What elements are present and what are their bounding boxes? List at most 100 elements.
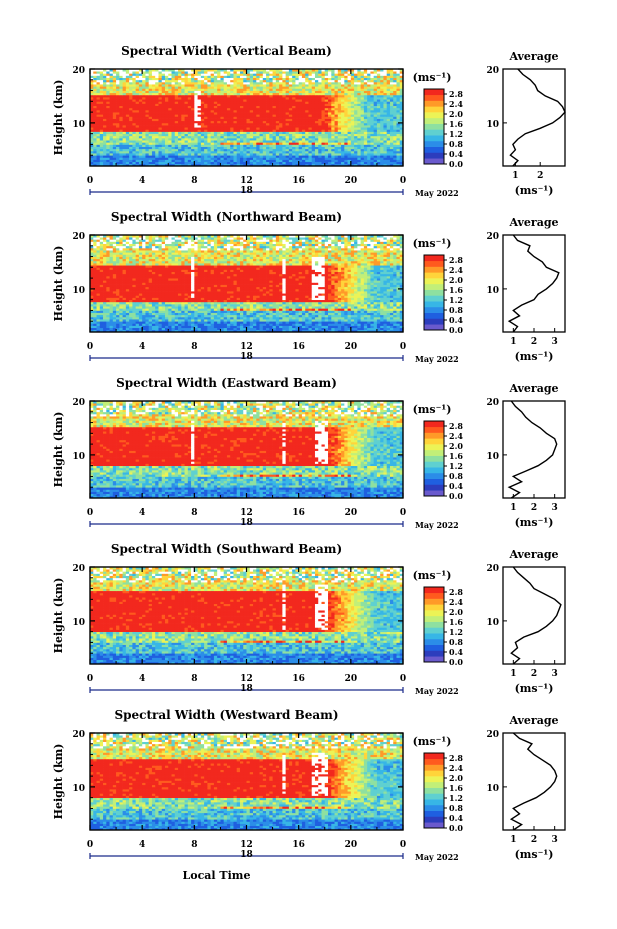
heatmap-cell [253,321,257,324]
heatmap-cell [259,140,264,143]
heatmap-cell [217,81,221,85]
heatmap-cell [262,131,267,135]
heatmap-cell [151,69,156,72]
heatmap-cell [161,86,166,89]
heatmap-cell [337,159,342,163]
heatmap-cell [243,127,247,130]
heatmap-cell [370,90,375,94]
heatmap-cell [217,118,221,122]
average-profile-line [509,68,566,167]
heatmap-cell [96,84,101,87]
heatmap-cell [311,101,316,104]
heatmap-cell [187,75,192,78]
heatmap-cell [350,103,355,106]
heatmap-cell [370,323,375,326]
heatmap-cell [145,79,150,83]
heatmap-cell [305,321,309,324]
heatmap-cell [243,94,247,98]
heatmap-cell [132,75,136,78]
heatmap-cell [272,90,277,94]
heatmap-cell [233,99,238,102]
heatmap-cell [197,140,202,143]
heatmap-cell [164,73,169,76]
heatmap-cell [93,133,97,137]
heatmap-cell [380,81,384,85]
heatmap-cell [298,69,303,72]
heatmap-cell [99,140,104,143]
heatmap-cell [106,103,110,106]
heatmap-cell [367,133,371,137]
heatmap-cell [380,73,384,76]
heatmap-cell [246,90,251,94]
heatmap-cell [112,109,117,113]
heatmap-cell [269,129,273,132]
heatmap-cell [298,148,303,152]
heatmap-cell [138,105,143,109]
heatmap-cell [328,133,332,137]
heatmap-cell [386,125,391,128]
heatmap-cell [171,112,176,115]
heatmap-cell [321,79,326,83]
heatmap-cell [376,90,381,94]
date-day: 18 [240,186,253,196]
heatmap-cell [210,103,215,106]
heatmap-cell [354,90,358,94]
heatmap-cell [142,101,146,104]
heatmap-cell [171,84,176,87]
heatmap-cell [344,133,348,137]
heatmap-cell [158,153,163,156]
heatmap-cell [363,150,368,154]
heatmap-cell [116,127,120,130]
heatmap-cell [93,125,97,128]
heatmap-cell [350,157,355,160]
heatmap-cell [334,101,339,104]
heatmap-cell [285,150,290,154]
heatmap-cell [360,103,365,106]
heatmap-cell [230,103,234,106]
heatmap-cell [292,116,296,119]
heatmap-cell [99,129,104,132]
heatmap-cell [262,99,267,102]
heatmap-cell [259,86,264,89]
panel-2: Spectral Width (Northward Beam)1020Heigh… [52,210,566,364]
heatmap-cell [181,107,185,111]
heatmap-cell [386,323,391,326]
heatmap-cell [220,131,225,135]
heatmap-cell [178,99,182,102]
heatmap-cell [253,118,257,122]
heatmap-cell [142,142,146,145]
heatmap-cell [135,120,140,124]
heatmap-cell [360,150,365,154]
heatmap-cell [386,69,391,72]
heatmap-cell [399,329,404,333]
heatmap-cell [282,88,286,91]
heatmap-cell [363,321,368,324]
heatmap-cell [223,101,228,104]
heatmap-cell [106,135,110,139]
heatmap-cell [386,133,391,137]
heatmap-cell [243,161,247,165]
heatmap-cell [226,319,231,322]
heatmap-cell [370,329,375,333]
heatmap-cell [191,131,195,135]
heatmap-cell [112,137,117,141]
heatmap-cell [161,107,166,111]
heatmap-cell [249,137,254,141]
heatmap-cell [363,157,368,160]
heatmap-cell [314,109,319,113]
heatmap-cell [103,153,107,156]
heatmap-cell [103,120,107,124]
heatmap-cell [256,101,260,104]
heatmap-cell [301,77,306,81]
heatmap-cell [112,92,117,96]
heatmap-cell [354,155,358,158]
heatmap-cell [106,129,110,132]
heatmap-cell [334,86,339,89]
heatmap-cell [386,114,391,117]
heatmap-cell [207,325,211,329]
heatmap-cell [376,77,381,81]
heatmap-cell [122,107,127,111]
heatmap-cell [135,142,140,145]
heatmap-cell [370,105,375,109]
heatmap-cell [200,148,205,152]
